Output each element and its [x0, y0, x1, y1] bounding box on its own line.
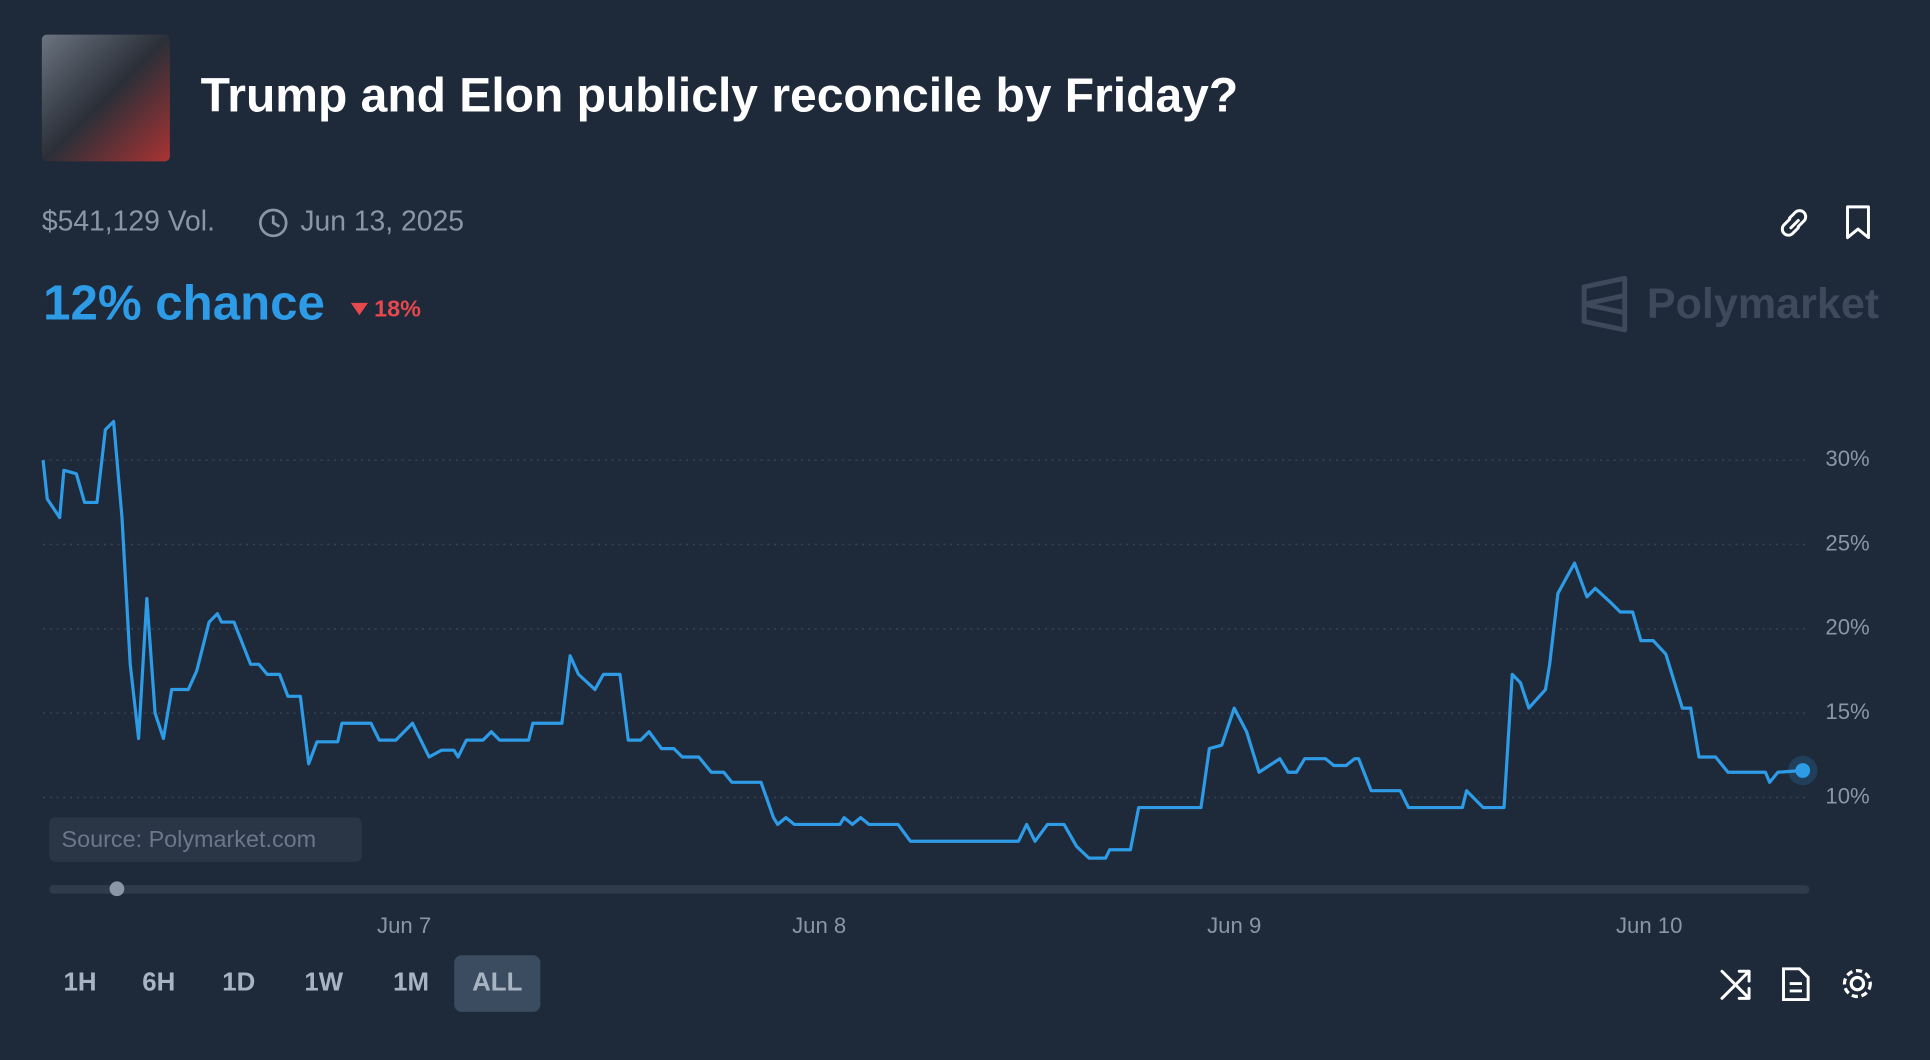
- market-title: Trump and Elon publicly reconcile by Fri…: [201, 69, 1239, 122]
- clock-icon: [258, 208, 288, 238]
- y-tick-label: 25%: [1825, 530, 1869, 555]
- last-point: [1795, 763, 1811, 778]
- document-icon[interactable]: [1782, 967, 1810, 1002]
- shuffle-icon[interactable]: [1720, 969, 1751, 1000]
- y-tick-label: 10%: [1825, 783, 1869, 808]
- watermark: Polymarket: [1647, 280, 1879, 328]
- chance-headline: 12% chance: [43, 276, 325, 331]
- source-badge: [49, 817, 362, 862]
- end-date: Jun 13, 2025: [300, 204, 464, 236]
- x-tick-label: Jun 8: [792, 913, 846, 938]
- active-range: [454, 955, 541, 1012]
- source-label: Source: Polymarket.com: [62, 826, 317, 852]
- y-tick-label: 20%: [1825, 615, 1869, 640]
- bookmark-icon[interactable]: [1846, 205, 1870, 240]
- link-icon[interactable]: [1780, 209, 1808, 237]
- settings-icon[interactable]: [1842, 969, 1872, 999]
- range-button[interactable]: 1W: [304, 968, 343, 996]
- polymarket-logo: [1581, 275, 1628, 333]
- x-tick-label: Jun 7: [377, 913, 431, 938]
- market-image: [41, 34, 170, 162]
- range-button[interactable]: 1D: [222, 968, 255, 996]
- down-arrow: [350, 302, 369, 316]
- price-line: [41, 419, 1803, 860]
- range-button[interactable]: 1M: [393, 968, 429, 996]
- x-tick-label: Jun 9: [1207, 913, 1261, 938]
- range-button[interactable]: 1H: [63, 968, 96, 996]
- chance-change: 18%: [374, 295, 421, 321]
- y-tick-label: 15%: [1825, 699, 1869, 724]
- x-tick-label: Jun 10: [1616, 913, 1682, 938]
- y-tick-label: 30%: [1825, 446, 1869, 471]
- range-slider[interactable]: [49, 885, 1810, 894]
- range-button[interactable]: ALL: [472, 968, 522, 996]
- slider-knob[interactable]: [109, 881, 125, 897]
- range-button[interactable]: 6H: [142, 968, 175, 996]
- volume: $541,129 Vol.: [42, 204, 215, 236]
